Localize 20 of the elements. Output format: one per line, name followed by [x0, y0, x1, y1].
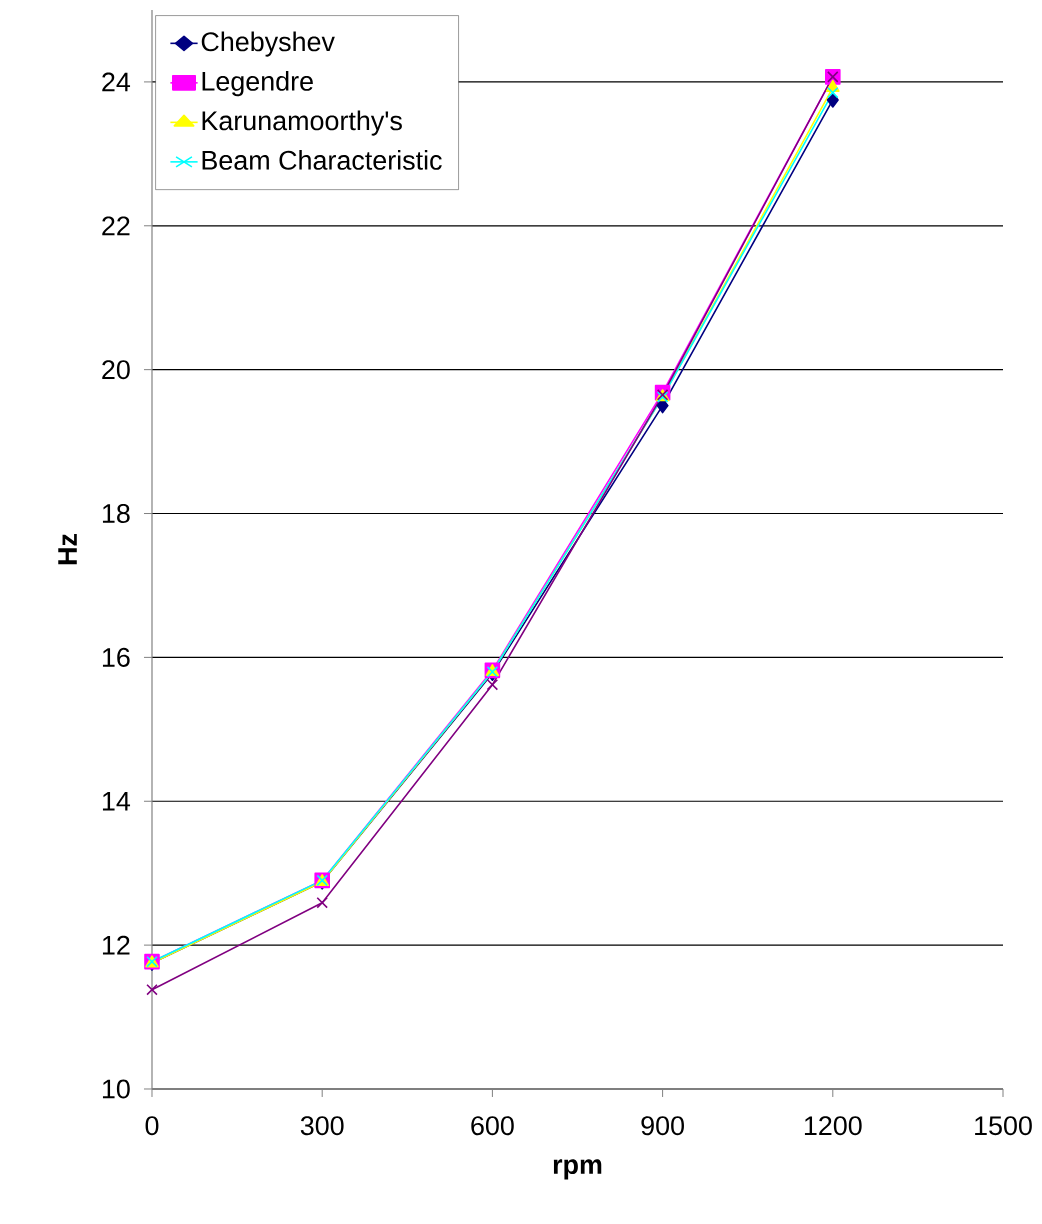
y-tick-label: 16 [103, 647, 130, 667]
x-tick-label: 0 [145, 1116, 159, 1136]
y-tick-label: 12 [103, 935, 130, 955]
x-tick-label: 1200 [804, 1116, 862, 1136]
legend-label: Chebyshev [201, 31, 335, 57]
legend-label: Beam Characteristic [202, 150, 442, 170]
y-tick-label: 20 [102, 360, 130, 380]
x-axis-title: rpm [553, 1159, 602, 1180]
x-tick-label: 900 [641, 1116, 685, 1136]
y-tick-label: 10 [103, 1079, 130, 1099]
y-tick-label: 22 [102, 216, 130, 236]
x-tick-label: 1500 [975, 1116, 1032, 1136]
y-tick-label: 18 [103, 504, 130, 524]
x-tick-label: 600 [471, 1116, 514, 1136]
y-axis-title: Hz [58, 534, 77, 565]
y-tick-label: 24 [102, 72, 131, 92]
legend-label: Legendre [202, 71, 313, 97]
y-tick-label: 14 [103, 791, 131, 811]
legend-label: Karunamoorthy's [202, 110, 402, 136]
x-tick-label: 300 [300, 1116, 344, 1136]
